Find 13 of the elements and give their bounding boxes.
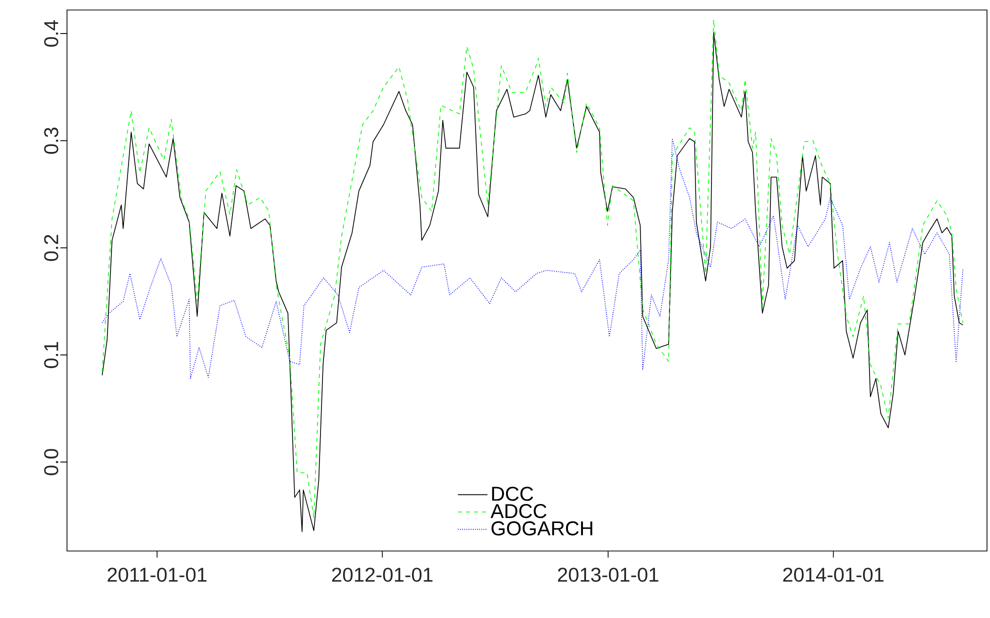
x-tick-label: 2014-01-01 (783, 568, 884, 582)
y-tick-label: 0.1 (44, 342, 58, 368)
x-tick-label: 2012-01-01 (332, 568, 432, 582)
legend-label: GOGARCH (492, 521, 592, 536)
y-tick-label: 0.3 (44, 128, 58, 154)
legend-label: DCC (492, 486, 534, 501)
y-tick-label: 0.4 (44, 20, 58, 47)
legend-label: ADCC (490, 504, 546, 518)
x-tick-label: 2011-01-01 (108, 568, 207, 582)
x-tick-label: 2013-01-01 (558, 568, 658, 582)
y-tick-label: 0.0 (44, 448, 58, 476)
y-tick-label: 0.2 (44, 234, 58, 261)
line-series (102, 138, 964, 379)
